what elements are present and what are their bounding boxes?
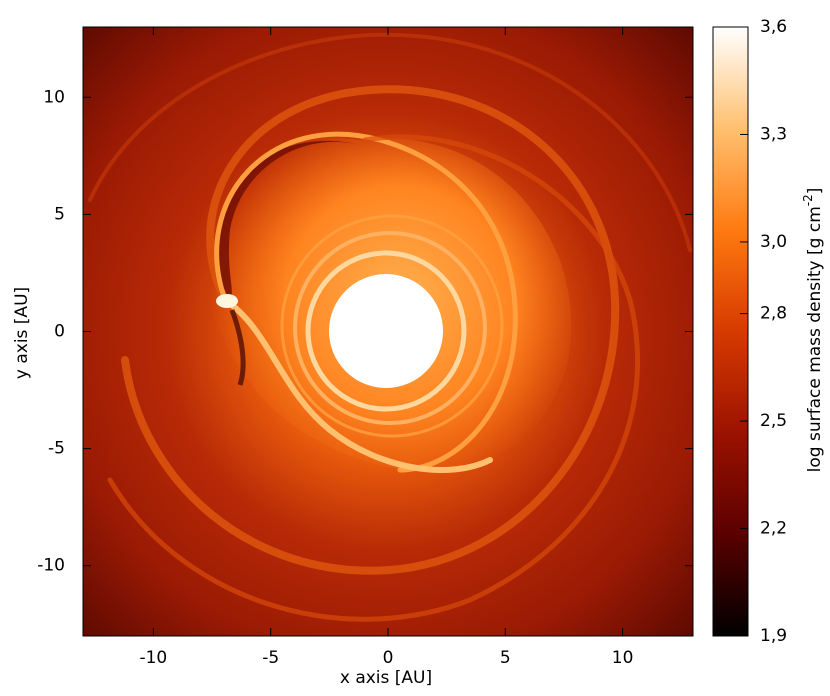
x-tick-label: -5 xyxy=(262,648,279,668)
colorbar-label-sup: -2 xyxy=(801,194,815,206)
spiral-arms xyxy=(88,32,692,622)
y-tick-label: 5 xyxy=(54,204,65,224)
colorbar-tick-label: 2,5 xyxy=(760,411,787,431)
colorbar-tick-label: 1,9 xyxy=(760,626,787,646)
x-tick-label: -10 xyxy=(139,648,167,668)
colorbar-tick-label: 3,0 xyxy=(760,232,787,252)
colorbar xyxy=(712,26,749,637)
colorbar-label: log surface mass density [g cm-2] xyxy=(801,188,826,473)
x-tick-label: 5 xyxy=(500,648,511,668)
x-tick-label: 0 xyxy=(383,648,394,668)
x-axis-label: x axis [AU] xyxy=(340,668,432,688)
colorbar-tick-label: 3,6 xyxy=(760,17,787,37)
x-tick-label: 10 xyxy=(612,648,634,668)
y-tick-label: -5 xyxy=(48,439,65,459)
colorbar-tick-label: 2,8 xyxy=(760,304,787,324)
inner-hole xyxy=(329,274,443,388)
y-tick-label: 0 xyxy=(54,322,65,342)
density-map xyxy=(83,27,693,636)
colorbar-tick-label: 3,3 xyxy=(760,124,787,144)
y-tick-label: -10 xyxy=(37,556,65,576)
colorbar-label-text: log surface mass density [g cm xyxy=(805,206,825,472)
colorbar-label-end: ] xyxy=(805,188,825,195)
y-tick-label: 10 xyxy=(43,87,65,107)
shadow xyxy=(229,309,246,386)
planet xyxy=(216,294,238,308)
colorbar-tick-label: 2,2 xyxy=(760,519,787,539)
y-axis-label: y axis [AU] xyxy=(12,287,32,379)
